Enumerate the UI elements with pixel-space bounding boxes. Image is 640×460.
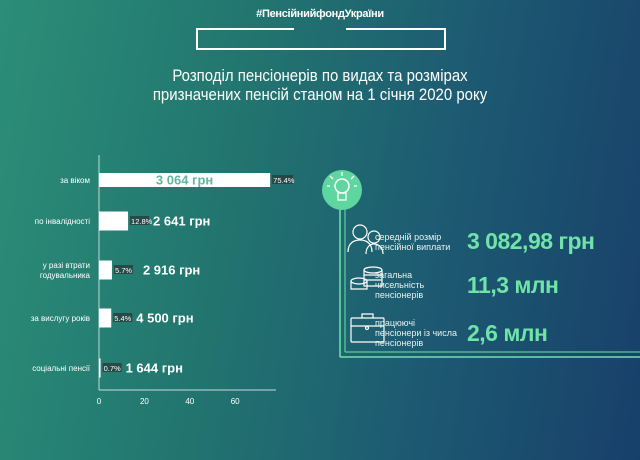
stat-item: загальна чисельність пенсіонерів 11,3 млн (375, 270, 559, 300)
x-tick-label: 0 (97, 397, 102, 406)
x-tick-label: 20 (140, 397, 149, 406)
stat-label-line: середній розмір (375, 231, 442, 242)
bar (99, 173, 271, 187)
data-label: 12.8% (131, 217, 153, 226)
stat-label-line: працюючі (375, 318, 416, 328)
category-label: за вислугу років (31, 314, 90, 323)
stat-label: працюючі пенсіонери із числа пенсіонерів (375, 318, 467, 348)
stat-label: загальна чисельність пенсіонерів (375, 270, 467, 300)
data-label-bg (113, 313, 133, 322)
data-label-bg (113, 265, 133, 274)
data-label: 5.4% (114, 314, 131, 323)
category-label: за віком (60, 176, 90, 185)
amount-label: 2 916 грн (143, 263, 200, 278)
category-label: годувальника (40, 271, 91, 280)
bar (99, 308, 112, 328)
stat-label-line: пенсіонерів (375, 290, 424, 300)
bar (99, 358, 101, 378)
amount-label: 3 064 грн (156, 173, 213, 188)
lightbulb-icon (322, 170, 362, 210)
x-tick-label: 40 (185, 397, 194, 406)
coins-icon (350, 266, 383, 290)
title-line: Розподіл пенсіонерів по видах та розміра… (172, 66, 468, 85)
stat-label-line: чисельність (375, 280, 425, 290)
stat-value: 11,3 млн (467, 271, 559, 298)
hashtag: #ПенсійнийфондУкраїни (256, 8, 384, 20)
people-icon (347, 224, 384, 255)
stat-label-line: пенсійної виплати (375, 241, 451, 252)
amount-label: 4 500 грн (136, 311, 193, 326)
data-label: 0.7% (104, 364, 121, 373)
header-frame (196, 28, 446, 50)
briefcase-icon (350, 313, 385, 343)
stat-label-line: загальна (375, 270, 413, 280)
stat-value: 3 082,98 грн (467, 228, 595, 254)
amount-label: 2 641 грн (153, 214, 210, 229)
stat-item: середній розмір пенсійної виплати 3 082,98… (375, 228, 595, 255)
data-label-bg (272, 175, 294, 184)
title-line: призначених пенсій станом на 1 січня 202… (152, 85, 488, 104)
category-label: у разі втрати (43, 261, 90, 270)
stat-value: 2,6 млн (467, 319, 548, 346)
data-label: 75.4% (273, 176, 295, 185)
stat-label: середній розмір пенсійної виплати (375, 232, 467, 252)
bar (99, 260, 112, 280)
stat-item: працюючі пенсіонери із числа пенсіонерів 2,… (375, 318, 548, 348)
bar (99, 211, 129, 231)
stat-label-line: пенсіонерів (375, 338, 424, 348)
page-title: Розподіл пенсіонерів по видах та розміра… (38, 66, 601, 104)
data-label: 5.7% (115, 266, 132, 275)
category-label: по інвалідності (35, 217, 90, 226)
data-label-bg (102, 363, 122, 372)
x-tick-label: 60 (231, 397, 240, 406)
category-label: соціальні пенсії (32, 364, 91, 373)
stat-label-line: пенсіонери із числа (375, 328, 457, 338)
amount-label: 1 644 грн (126, 361, 183, 376)
data-label-bg (130, 216, 150, 225)
